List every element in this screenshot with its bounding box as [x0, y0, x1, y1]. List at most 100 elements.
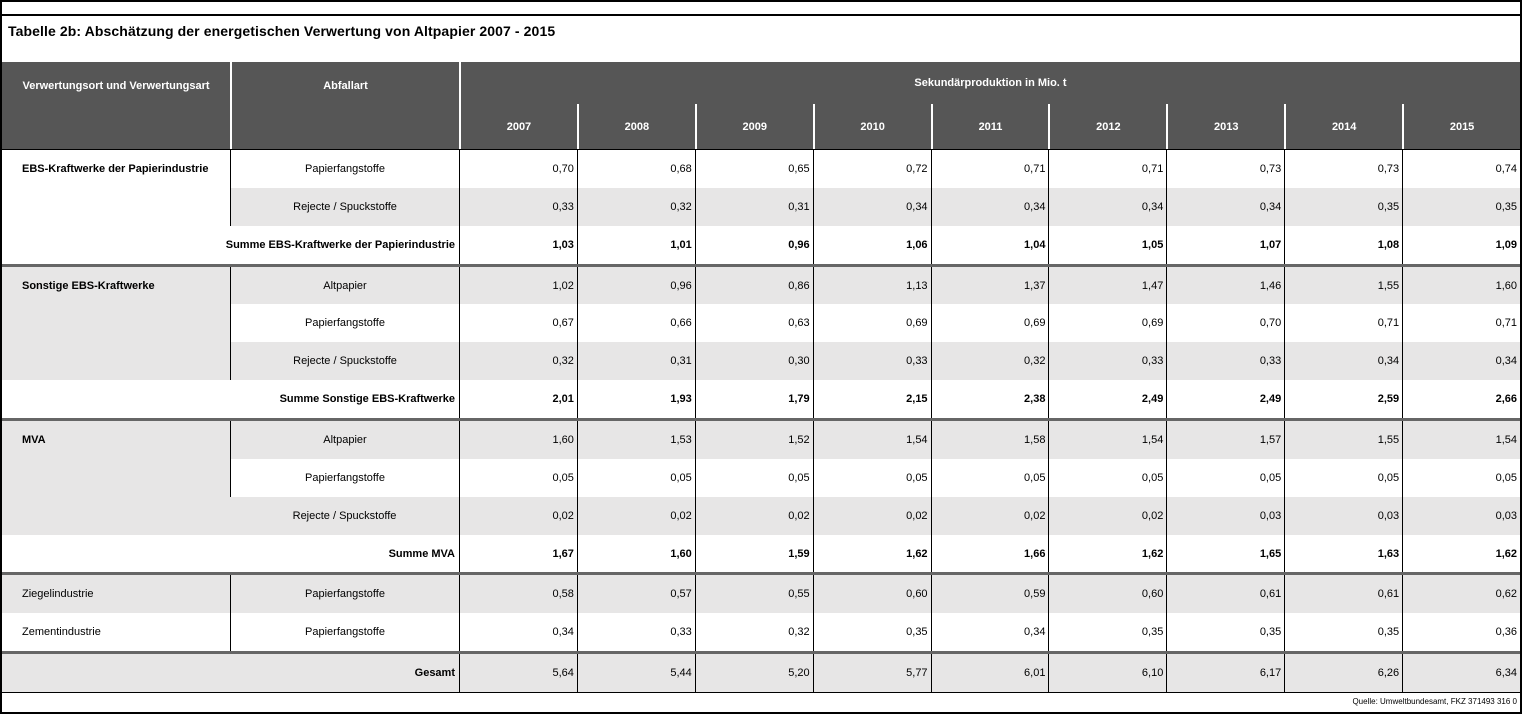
value-cell-2010: 0,60	[812, 575, 931, 614]
value-cell-2011: 6,01	[930, 654, 1049, 693]
value-cell-2011: 1,58	[930, 421, 1049, 459]
wastetype-cell: Rejecte / Spuckstoffe	[230, 187, 459, 226]
value-cell-2009: 0,02	[694, 496, 813, 535]
value-cell-2014: 1,55	[1284, 266, 1403, 305]
year-header-2011: 2011	[930, 104, 1049, 149]
value-cell-2008: 1,60	[576, 534, 695, 573]
value-cell-2013: 1,07	[1166, 225, 1285, 264]
value-cell-2009: 0,32	[694, 613, 813, 652]
value-cell-2007: 1,03	[459, 225, 577, 264]
value-cell-2015: 0,34	[1402, 342, 1520, 381]
value-cell-2011: 0,69	[930, 304, 1049, 343]
value-cell-2015: 0,36	[1402, 613, 1520, 652]
value-cell-2009: 0,30	[694, 342, 813, 381]
value-cell-2012: 0,05	[1048, 458, 1167, 497]
value-cell-2013: 2,49	[1166, 380, 1285, 419]
table-row: Summe Sonstige EBS-Kraftwerke 2,01 1,93 1,7…	[2, 380, 1520, 419]
value-cell-2011: 1,37	[930, 266, 1049, 305]
year-header-2015: 2015	[1402, 104, 1520, 149]
value-cell-2009: 5,20	[694, 654, 813, 693]
location-cell: Zementindustrie	[2, 613, 230, 652]
value-cell-2011: 1,04	[930, 225, 1049, 264]
value-cell-2011: 0,32	[930, 342, 1049, 381]
wastetype-cell: Papierfangstoffe	[230, 458, 459, 497]
value-cell-2014: 1,55	[1284, 421, 1403, 459]
value-cell-2011: 0,34	[930, 613, 1049, 652]
value-cell-2012: 1,62	[1048, 534, 1167, 573]
value-cell-2013: 6,17	[1166, 654, 1285, 693]
header-year-group: Sekundärproduktion in Mio. t 2007 2008 200…	[459, 62, 1520, 149]
value-cell-2008: 0,32	[576, 187, 695, 226]
value-cell-2013: 1,46	[1166, 266, 1285, 305]
value-cell-2012: 1,54	[1048, 421, 1167, 459]
table-row: Gesamt 5,64 5,44 5,20 5,77 6,01 6,10 6,17 6,26 6,…	[2, 651, 1520, 693]
table-row: EBS-Kraftwerke der Papierindustrie Papier…	[2, 150, 1520, 188]
value-cell-2013: 0,05	[1166, 458, 1285, 497]
value-cell-2013: 0,34	[1166, 187, 1285, 226]
value-cell-2010: 0,02	[812, 496, 931, 535]
value-cell-2012: 0,60	[1048, 575, 1167, 614]
value-cell-2007: 1,60	[459, 421, 577, 459]
year-header-row: 2007 2008 2009 2010 2011 2012 2013 2014 2015	[461, 104, 1520, 149]
value-cell-2011: 0,34	[930, 187, 1049, 226]
value-cell-2014: 0,03	[1284, 496, 1403, 535]
header-verwertungsort: Verwertungsort und Verwertungsart	[22, 80, 210, 92]
location-cell	[2, 458, 230, 497]
value-cell-2014: 0,71	[1284, 304, 1403, 343]
value-cell-2013: 0,35	[1166, 613, 1285, 652]
value-cell-2015: 1,09	[1402, 225, 1520, 264]
value-cell-2011: 1,66	[930, 534, 1049, 573]
value-cell-2015: 1,60	[1402, 266, 1520, 305]
value-cell-2008: 0,66	[576, 304, 695, 343]
value-cell-2010: 1,13	[812, 266, 931, 305]
value-cell-2009: 1,79	[694, 380, 813, 419]
value-cell-2013: 1,65	[1166, 534, 1285, 573]
value-cell-2007: 0,33	[459, 187, 577, 226]
value-cell-2014: 0,05	[1284, 458, 1403, 497]
value-cell-2011: 0,05	[930, 458, 1049, 497]
page-title: Tabelle 2b: Abschätzung der energetische…	[8, 23, 556, 39]
value-cell-2012: 1,47	[1048, 266, 1167, 305]
table-row: Rejecte / Spuckstoffe 0,32 0,31 0,30 0,33 0,3…	[2, 342, 1520, 381]
location-cell: Sonstige EBS-Kraftwerke	[2, 266, 230, 305]
row-total-label: Summe Sonstige EBS-Kraftwerke	[2, 380, 459, 419]
value-cell-2014: 1,63	[1284, 534, 1403, 573]
value-cell-2007: 0,70	[459, 150, 577, 188]
value-cell-2015: 2,66	[1402, 380, 1520, 419]
wastetype-cell: Rejecte / Spuckstoffe	[230, 496, 459, 535]
row-total-label: Summe MVA	[2, 534, 459, 573]
value-cell-2015: 0,05	[1402, 458, 1520, 497]
year-header-2009: 2009	[694, 104, 813, 149]
value-cell-2011: 0,02	[930, 496, 1049, 535]
wastetype-cell: Papierfangstoffe	[230, 613, 459, 652]
location-cell: Ziegelindustrie	[2, 575, 230, 614]
table-row: Sonstige EBS-Kraftwerke Altpapier 1,02 0,96…	[2, 263, 1520, 305]
top-divider	[2, 2, 1520, 16]
year-header-2007: 2007	[506, 120, 532, 133]
location-cell	[2, 496, 230, 535]
source-note: Quelle: Umweltbundesamt, FKZ 371493 316 …	[1352, 697, 1517, 706]
wastetype-cell: Altpapier	[230, 421, 459, 459]
wastetype-cell: Rejecte / Spuckstoffe	[230, 342, 459, 381]
value-cell-2012: 6,10	[1048, 654, 1167, 693]
value-cell-2015: 1,62	[1402, 534, 1520, 573]
table-row: Summe MVA 1,67 1,60 1,59 1,62 1,66 1,62 1,65 1,6…	[2, 534, 1520, 573]
row-total-label: Gesamt	[2, 654, 459, 693]
value-cell-2012: 0,02	[1048, 496, 1167, 535]
year-header-2014: 2014	[1284, 104, 1402, 149]
value-cell-2012: 0,69	[1048, 304, 1167, 343]
value-cell-2014: 2,59	[1284, 380, 1403, 419]
value-cell-2009: 0,65	[694, 150, 813, 188]
value-cell-2015: 0,62	[1402, 575, 1520, 614]
header-abfallart: Abfallart	[230, 62, 459, 149]
value-cell-2010: 1,06	[812, 225, 931, 264]
year-header-2008: 2008	[576, 104, 695, 149]
value-cell-2013: 0,33	[1166, 342, 1285, 381]
value-cell-2007: 0,02	[459, 496, 577, 535]
value-cell-2015: 0,03	[1402, 496, 1520, 535]
value-cell-2008: 0,68	[576, 150, 695, 188]
value-cell-2015: 0,35	[1402, 187, 1520, 226]
value-cell-2013: 1,57	[1166, 421, 1285, 459]
value-cell-2007: 1,02	[459, 266, 577, 305]
title-row: Tabelle 2b: Abschätzung der energetische…	[2, 16, 1520, 46]
